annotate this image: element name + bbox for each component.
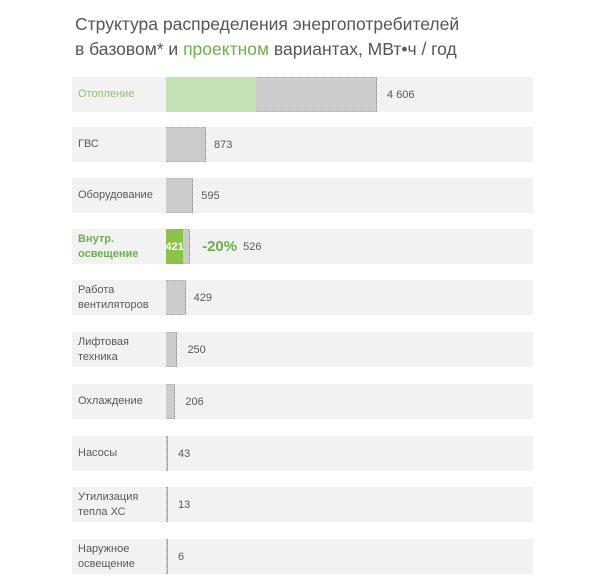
category-row: Наружное освещение 6 bbox=[72, 539, 533, 574]
category-label: Работа вентиляторов bbox=[78, 283, 149, 311]
title-line-2a: в базовом* и bbox=[75, 39, 184, 59]
category-row: Отопление 4 606 bbox=[72, 77, 533, 112]
category-label: Наружное освещение bbox=[78, 542, 135, 570]
category-row: Насосы 43 bbox=[72, 436, 533, 471]
title-line-2b: вариантах, МВт•ч / год bbox=[269, 39, 457, 59]
category-label: Внутр. освещение bbox=[78, 232, 139, 260]
value-label: 206 bbox=[185, 395, 204, 408]
category-label: Насосы bbox=[78, 447, 118, 459]
value-label: 873 bbox=[213, 138, 233, 151]
category-row: Работа вентиляторов 429 bbox=[72, 280, 533, 315]
value-label: 250 bbox=[187, 343, 206, 356]
category-label: Утилизация тепла ХС bbox=[78, 490, 139, 518]
value-label: 4 606 bbox=[387, 88, 415, 101]
value-label: 13 bbox=[178, 498, 191, 511]
category-row: Утилизация тепла ХС 13 bbox=[72, 487, 533, 522]
value-label: 429 bbox=[193, 291, 212, 304]
category-row: ГВС 873 bbox=[72, 127, 533, 162]
base-bar bbox=[166, 487, 168, 522]
title-line-1: Структура распределения энергопотребител… bbox=[75, 14, 460, 34]
value-label: 595 bbox=[201, 189, 220, 202]
category-label: Оборудование bbox=[78, 189, 153, 201]
base-bar bbox=[166, 280, 186, 315]
base-bar bbox=[166, 384, 176, 419]
design-bar bbox=[166, 77, 256, 112]
category-label: Охлаждение bbox=[78, 395, 143, 407]
category-row: Охлаждение 206 bbox=[72, 384, 533, 419]
reduction-annotation: -20% bbox=[202, 238, 238, 255]
title-highlight: проектном bbox=[183, 39, 270, 59]
chart-title: Структура распределения энергопотребител… bbox=[75, 12, 459, 62]
value-label: 6 bbox=[178, 550, 185, 563]
base-bar bbox=[166, 436, 168, 471]
category-label: Отопление bbox=[78, 88, 135, 100]
value-label: 43 bbox=[178, 447, 191, 460]
category-label: ГВС bbox=[78, 138, 99, 150]
category-row: Лифтовая техника 250 bbox=[72, 332, 533, 367]
category-row: Оборудование 595 bbox=[72, 178, 533, 213]
design-bar: 421 bbox=[165, 229, 184, 264]
category-label: Лифтовая техника bbox=[78, 335, 129, 363]
base-bar bbox=[166, 539, 168, 574]
category-row: Внутр. освещение 421 -20% 526 bbox=[72, 229, 533, 264]
base-bar bbox=[166, 332, 178, 367]
base-bar bbox=[166, 178, 194, 213]
base-bar bbox=[166, 127, 206, 162]
value-label: 526 bbox=[243, 240, 262, 253]
